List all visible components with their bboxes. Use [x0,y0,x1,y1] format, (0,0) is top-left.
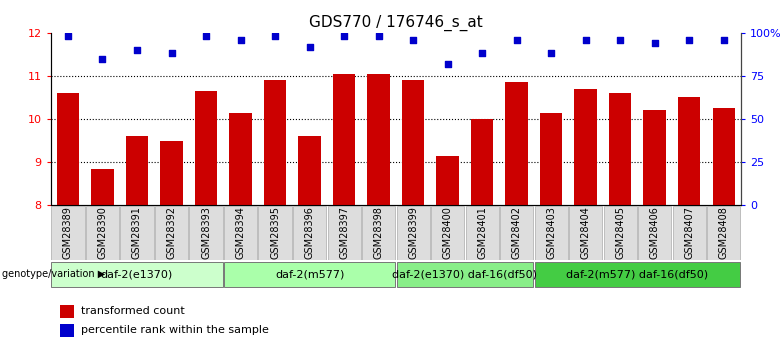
Text: percentile rank within the sample: percentile rank within the sample [81,325,268,335]
Point [96,56,108,61]
FancyBboxPatch shape [534,262,740,287]
Bar [644,110,666,205]
FancyBboxPatch shape [569,206,602,260]
Text: GSM28401: GSM28401 [477,206,488,259]
Text: genotype/variation ▶: genotype/variation ▶ [2,269,105,279]
Text: daf-2(e1370): daf-2(e1370) [101,269,173,279]
Bar [60,305,74,317]
Title: GDS770 / 176746_s_at: GDS770 / 176746_s_at [309,15,483,31]
Text: GSM28390: GSM28390 [98,206,108,259]
Text: GSM28408: GSM28408 [718,206,729,259]
Point [648,40,661,46]
Bar [609,93,632,205]
Point [407,37,420,42]
Text: transformed count: transformed count [81,306,185,316]
Point [441,61,454,67]
Text: GSM28391: GSM28391 [132,206,142,259]
FancyBboxPatch shape [707,206,740,260]
Text: GSM28406: GSM28406 [650,206,660,259]
Text: GSM28393: GSM28393 [201,206,211,259]
Text: GSM28403: GSM28403 [546,206,556,259]
Text: GSM28405: GSM28405 [615,206,626,259]
FancyBboxPatch shape [86,206,119,260]
Bar [712,108,735,205]
FancyBboxPatch shape [362,206,395,260]
FancyBboxPatch shape [293,206,326,260]
Bar [126,136,148,205]
FancyBboxPatch shape [431,206,464,260]
Point [510,37,523,42]
FancyBboxPatch shape [190,206,222,260]
Bar [229,112,252,205]
Point [683,37,696,42]
Point [234,37,246,42]
FancyBboxPatch shape [51,206,84,260]
Bar [264,80,286,205]
Point [545,51,558,56]
Point [269,33,282,39]
Text: GSM28407: GSM28407 [684,206,694,259]
Bar [402,80,424,205]
FancyBboxPatch shape [534,206,568,260]
Text: GSM28399: GSM28399 [408,206,418,259]
Point [476,51,488,56]
FancyBboxPatch shape [224,262,395,287]
FancyBboxPatch shape [224,206,257,260]
Point [303,44,316,49]
Text: GSM28396: GSM28396 [304,206,314,259]
Bar [91,169,114,205]
Bar [160,141,183,205]
Bar [505,82,528,205]
Text: GSM28404: GSM28404 [580,206,590,259]
Text: GSM28398: GSM28398 [374,206,384,259]
Text: daf-2(e1370) daf-16(df50): daf-2(e1370) daf-16(df50) [392,269,537,279]
Point [62,33,74,39]
Bar [60,324,74,337]
Bar [471,119,494,205]
Point [718,37,730,42]
Text: GSM28402: GSM28402 [512,206,522,259]
Point [131,47,144,53]
Point [165,51,178,56]
Bar [436,156,459,205]
Point [580,37,592,42]
Text: GSM28392: GSM28392 [166,206,176,259]
Text: daf-2(m577): daf-2(m577) [275,269,344,279]
Bar [195,91,218,205]
FancyBboxPatch shape [258,206,292,260]
Text: daf-2(m577) daf-16(df50): daf-2(m577) daf-16(df50) [566,269,708,279]
Text: GSM28394: GSM28394 [236,206,246,259]
Text: GSM28395: GSM28395 [270,206,280,259]
FancyBboxPatch shape [604,206,636,260]
Text: GSM28400: GSM28400 [442,206,452,259]
Text: GSM28389: GSM28389 [63,206,73,259]
Bar [333,74,356,205]
Bar [57,93,80,205]
Point [200,33,212,39]
Bar [367,74,390,205]
Bar [678,97,700,205]
Text: GSM28397: GSM28397 [339,206,349,259]
FancyBboxPatch shape [672,206,706,260]
FancyBboxPatch shape [396,262,534,287]
Bar [298,136,321,205]
FancyBboxPatch shape [466,206,498,260]
Point [372,33,385,39]
Point [338,33,350,39]
Bar [574,89,597,205]
FancyBboxPatch shape [51,262,222,287]
FancyBboxPatch shape [500,206,534,260]
FancyBboxPatch shape [120,206,154,260]
FancyBboxPatch shape [328,206,360,260]
FancyBboxPatch shape [155,206,188,260]
FancyBboxPatch shape [638,206,672,260]
Point [614,37,626,42]
Bar [540,112,562,205]
FancyBboxPatch shape [396,206,430,260]
